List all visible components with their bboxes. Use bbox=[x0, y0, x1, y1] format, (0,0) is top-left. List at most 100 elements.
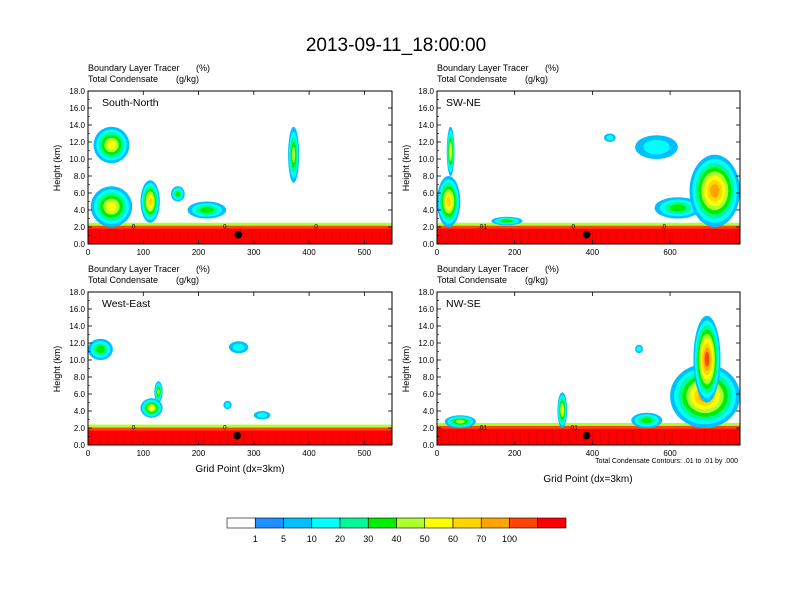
panel-label: West-East bbox=[102, 298, 150, 310]
contour-label: 0 bbox=[662, 224, 666, 231]
y-tick-label: 10.0 bbox=[69, 356, 85, 365]
panel-south-north: Boundary Layer Tracer (%) Total Condensa… bbox=[52, 63, 393, 257]
cloud-patch bbox=[257, 412, 268, 418]
colorbar-label: 50 bbox=[420, 534, 430, 544]
title-units1: (%) bbox=[196, 264, 210, 274]
y-tick-label: 12.0 bbox=[69, 138, 85, 147]
colorbar-swatch bbox=[254, 517, 284, 529]
y-tick-label: 8.0 bbox=[74, 172, 86, 181]
y-tick-label: 6.0 bbox=[423, 189, 435, 198]
cloud-patch bbox=[704, 351, 710, 367]
y-tick-label: 18.0 bbox=[418, 288, 434, 297]
x-tick-label: 0 bbox=[86, 449, 91, 458]
y-tick-label: 2.0 bbox=[423, 424, 435, 433]
panel-title: Boundary Layer Tracer (%) Total Condensa… bbox=[437, 63, 559, 84]
colorbar-label: 20 bbox=[335, 534, 345, 544]
cloud-patch bbox=[643, 139, 670, 155]
title-line2: Total Condensate bbox=[437, 74, 507, 84]
cloud-patch bbox=[292, 146, 296, 163]
contour-label: 0 bbox=[314, 224, 318, 231]
cloud-patch bbox=[200, 207, 214, 213]
y-axis-label: Height (km) bbox=[52, 145, 62, 192]
x-tick-label: 0 bbox=[435, 449, 440, 458]
y-tick-label: 16.0 bbox=[69, 104, 85, 113]
cloud-patch bbox=[96, 345, 105, 354]
colorbar-swatch bbox=[396, 517, 426, 529]
title-units1: (%) bbox=[196, 63, 210, 73]
cloud-patch bbox=[148, 405, 155, 411]
cloud-patch bbox=[606, 135, 614, 141]
x-tick-label: 400 bbox=[586, 248, 600, 257]
panel-label: NW-SE bbox=[446, 298, 481, 310]
colorbar-swatch bbox=[283, 517, 313, 529]
cloud-patch bbox=[107, 140, 116, 150]
colorbar: 1 5 10 20 30 40 50 60 70 100 bbox=[226, 517, 567, 544]
colorbar-swatch bbox=[452, 517, 482, 529]
cloud-patch bbox=[710, 184, 720, 198]
contour-label: .01 bbox=[569, 425, 578, 432]
location-marker bbox=[582, 431, 591, 440]
colorbar-label: 1 bbox=[253, 534, 258, 544]
y-tick-label: 14.0 bbox=[69, 322, 85, 331]
plot-area: 0 00.02.04.06.08.010.012.014.016.018.00 10… bbox=[69, 288, 393, 458]
y-tick-label: 8.0 bbox=[74, 373, 86, 382]
x-tick-label: 0 bbox=[86, 248, 91, 257]
y-axis-label: Height (km) bbox=[52, 346, 62, 393]
colorbar-swatch bbox=[480, 517, 510, 529]
y-tick-label: 4.0 bbox=[74, 206, 86, 215]
title-units2: (g/kg) bbox=[525, 74, 548, 84]
y-axis-label: Height (km) bbox=[401, 346, 411, 393]
x-tick-label: 200 bbox=[192, 449, 206, 458]
colorbar-label: 10 bbox=[307, 534, 317, 544]
plot-area: 0 0 00.02.04.06.08.010.012.014.016.018.00 1… bbox=[69, 87, 393, 257]
x-axis-label: Grid Point (dx=3km) bbox=[195, 464, 284, 475]
cloud-patch bbox=[636, 346, 642, 352]
y-tick-label: 18.0 bbox=[69, 87, 85, 96]
colorbar-label: 40 bbox=[391, 534, 401, 544]
x-tick-label: 600 bbox=[663, 449, 677, 458]
colorbar-swatch bbox=[537, 517, 567, 529]
title-units2: (g/kg) bbox=[176, 74, 199, 84]
x-tick-label: 300 bbox=[247, 248, 261, 257]
y-tick-label: 6.0 bbox=[74, 390, 86, 399]
contour-label: .01 bbox=[478, 425, 487, 432]
plot-frame bbox=[436, 90, 741, 245]
cloud-patch bbox=[455, 419, 465, 424]
panel-west-east: Boundary Layer Tracer (%) Total Condensa… bbox=[52, 264, 393, 475]
colorbar-swatch bbox=[424, 517, 454, 529]
title-line1: Boundary Layer Tracer bbox=[88, 264, 180, 274]
colorbar-swatch bbox=[311, 517, 341, 529]
y-tick-label: 14.0 bbox=[418, 121, 434, 130]
y-tick-label: 18.0 bbox=[418, 87, 434, 96]
contour-label: 0 bbox=[223, 224, 227, 231]
colorbar-label: 60 bbox=[448, 534, 458, 544]
x-tick-label: 600 bbox=[663, 248, 677, 257]
title-line1: Boundary Layer Tracer bbox=[437, 264, 529, 274]
title-line2: Total Condensate bbox=[437, 275, 507, 285]
title-line2: Total Condensate bbox=[88, 74, 158, 84]
y-tick-label: 10.0 bbox=[69, 155, 85, 164]
plot-area: .01 0 00.02.04.06.08.010.012.014.016.018.0… bbox=[418, 87, 741, 257]
plot-frame bbox=[87, 291, 393, 446]
x-tick-label: 100 bbox=[137, 449, 151, 458]
location-marker bbox=[234, 230, 243, 239]
panel-label: South-North bbox=[102, 97, 159, 109]
y-tick-label: 2.0 bbox=[423, 223, 435, 232]
y-tick-label: 10.0 bbox=[418, 356, 434, 365]
y-axis-label: Height (km) bbox=[401, 145, 411, 192]
y-tick-label: 16.0 bbox=[418, 104, 434, 113]
cloud-patch bbox=[449, 145, 452, 158]
panel-sw-ne: Boundary Layer Tracer (%) Total Condensa… bbox=[401, 63, 741, 257]
colorbar-swatch bbox=[367, 517, 397, 529]
x-tick-label: 0 bbox=[435, 248, 440, 257]
colorbar-swatch bbox=[226, 517, 256, 529]
x-tick-label: 400 bbox=[302, 248, 316, 257]
x-tick-label: 400 bbox=[302, 449, 316, 458]
y-tick-label: 8.0 bbox=[423, 373, 435, 382]
cloud-patch bbox=[501, 219, 513, 223]
plot-frame bbox=[87, 90, 393, 245]
y-tick-label: 2.0 bbox=[74, 223, 86, 232]
colorbar-label: 5 bbox=[281, 534, 286, 544]
y-tick-label: 2.0 bbox=[74, 424, 86, 433]
cloud-patch bbox=[148, 197, 153, 206]
